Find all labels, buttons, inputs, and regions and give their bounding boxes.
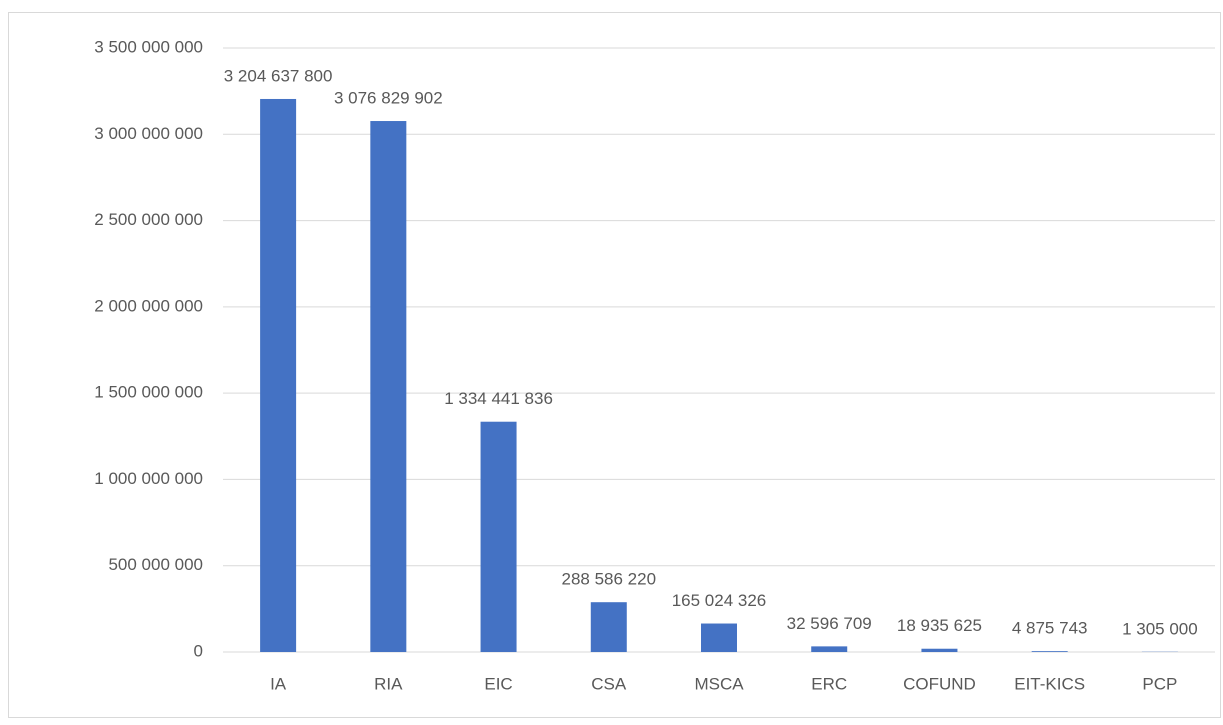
bar xyxy=(921,649,957,652)
x-tick-label: ERC xyxy=(811,674,847,693)
data-label: 1 305 000 xyxy=(1122,619,1198,638)
x-tick-label: COFUND xyxy=(903,674,976,693)
x-tick-label: MSCA xyxy=(694,674,744,693)
y-tick-label: 2 500 000 000 xyxy=(94,210,203,229)
data-label: 3 076 829 902 xyxy=(334,89,443,108)
data-label: 3 204 637 800 xyxy=(224,66,333,85)
x-tick-label: PCP xyxy=(1142,674,1177,693)
bar xyxy=(370,121,406,652)
bar xyxy=(481,422,517,652)
bar xyxy=(260,99,296,652)
data-label: 165 024 326 xyxy=(672,591,767,610)
y-tick-label: 1 000 000 000 xyxy=(94,469,203,488)
x-tick-label: IA xyxy=(270,674,287,693)
data-label: 18 935 625 xyxy=(897,616,982,635)
y-tick-label: 3 000 000 000 xyxy=(94,124,203,143)
x-tick-label: RIA xyxy=(374,674,403,693)
data-label: 4 875 743 xyxy=(1012,619,1088,638)
data-label: 288 586 220 xyxy=(562,570,657,589)
y-tick-label: 0 xyxy=(194,641,203,660)
x-tick-label: EIT-KICS xyxy=(1014,674,1085,693)
x-tick-label: CSA xyxy=(591,674,627,693)
bar xyxy=(811,646,847,652)
bar xyxy=(591,602,627,652)
y-tick-label: 2 000 000 000 xyxy=(94,296,203,315)
x-tick-label: EIC xyxy=(484,674,512,693)
y-tick-label: 3 500 000 000 xyxy=(94,37,203,56)
data-label: 1 334 441 836 xyxy=(444,389,553,408)
bar xyxy=(701,624,737,652)
y-tick-label: 500 000 000 xyxy=(108,555,203,574)
bar xyxy=(1032,651,1068,652)
y-tick-label: 1 500 000 000 xyxy=(94,383,203,402)
data-label: 32 596 709 xyxy=(787,614,872,633)
